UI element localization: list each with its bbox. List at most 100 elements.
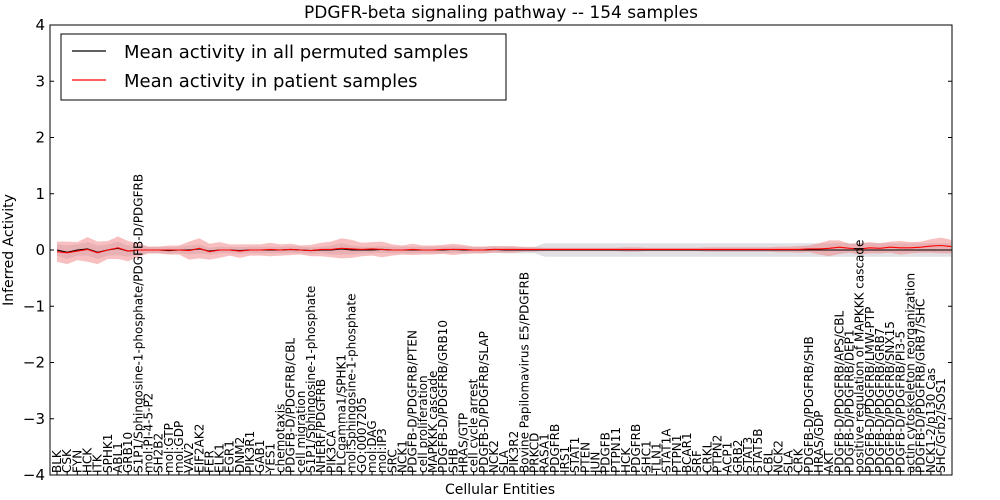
x-tick-label: CSK [60,448,74,473]
x-tick-label: GRB2 [731,439,745,473]
x-tick-label: PDGFB-D/PDGFRB/GRB7 [873,328,887,473]
x-tick-label: cell migration [294,391,308,473]
x-tick-label: FER [202,450,216,473]
x-axis-label: Cellular Entities [445,482,555,498]
x-tick-label: BLK [50,449,64,473]
legend: Mean activity in all permuted samples Me… [60,33,507,101]
x-tick-label: PTPN11 [609,427,623,473]
x-tick-label: PDGFB-D/PDGFRB/SHB [802,336,816,473]
x-tick-label: ACP1 [721,442,735,473]
x-tick-label: mol:GDP [172,421,186,473]
x-tick-label: HCK [619,447,633,473]
x-tick-label: PDGFB-D/PDGFRB/GRB10 [436,320,450,473]
x-tick-label: NCK1-2/p130 Cas [924,368,938,473]
y-tick-label: 1 [35,185,45,203]
x-tick-label: VAV2 [182,442,196,473]
y-tick-label: −4 [23,466,45,484]
chart-title: PDGFR-beta signaling pathway -- 154 samp… [304,3,698,23]
x-tick-label: mol:PI-4-5-P2 [141,393,155,473]
x-tick-label: NCK1 [396,440,410,473]
y-tick-label: 4 [35,16,45,34]
x-tick-label: SHC1 [639,440,653,473]
x-tick-label: RASA1 [538,433,552,473]
x-tick-label: CBL [761,449,775,473]
x-tick-label: SLA [497,449,511,473]
x-tick-label: NHERF/PDGFRB [314,379,328,473]
x-tick-label: PDGFB [599,432,613,473]
x-tick-label: S1P1/Sphingosine-1-phosphate [304,286,318,473]
x-tick-label: PDGFRB [629,424,643,473]
x-tick-label: BCAR1 [680,432,694,473]
x-tick-label: MAPKKK cascade [426,371,440,473]
x-tick-label: AKT [822,450,836,473]
legend-label-patient: Mean activity in patient samples [124,71,418,92]
x-tick-label: SHB [446,448,460,473]
x-tick-label: PLCgamma1/SPHK1 [335,354,349,473]
x-tick-label: STAT3 [741,437,755,473]
x-tick-label: cell proliferation [416,375,430,473]
x-tick-label: STAT1A [660,428,674,473]
x-tick-label: ABL1 [111,442,125,473]
x-tick-label: PDGFB-D/PDGFRB/PTEN [406,330,420,473]
x-tick-label: STAT1 [568,437,582,473]
x-tick-label: ITK [91,453,105,473]
x-tick-label: SRF [690,450,704,473]
x-tick-label: mol:IP3 [375,428,389,473]
x-tick-label: IRS1 [558,446,572,473]
x-tick-label: CRK [792,447,806,473]
y-ticks: −4 −3 −2 −1 0 1 2 3 4 [23,16,952,484]
y-tick-label: 0 [35,241,45,259]
x-tick-label: PDGFB-D/PDGFRB/PI3-5 [893,331,907,473]
y-tick-label: −3 [23,410,45,428]
x-tick-label: NCK2 [487,440,501,473]
x-tick-label: PRKCD [528,433,542,473]
x-tick-label: EIF2AK2 [192,424,206,473]
x-tick-label: JUN [589,452,603,474]
x-tick-label: GRB10 [121,432,135,473]
x-tick-label: SHC/Grb2/SOS1 [934,378,948,473]
x-tick-label: TLN1 [650,442,664,474]
x-tick-label: SPHK1 [101,434,115,473]
x-tick-label: HCK [81,447,95,473]
x-tick-label: Bovine Papilomavirus E5/PDGFRB [517,272,531,473]
x-tick-label: GAB1 [253,440,267,473]
x-tick-label: SRC [385,449,399,473]
legend-label-permuted: Mean activity in all permuted samples [124,42,468,63]
x-tick-label: PDGFB-D/PDGFRB/DEP1 [843,329,857,473]
x-tick-label: PTPN2 [711,435,725,473]
x-tick-label: PDGFB-D/PDGFRB/SNX15 [883,321,897,473]
x-tick-label: EGR1 [223,440,237,473]
x-tick-label: HRAS/GDP [812,410,826,473]
x-tick-label: cell cycle arrest [467,378,481,473]
x-tick-label: PDGFB-D/PDGFRB/APS/CBL [832,310,846,473]
x-tick-label: PDGFB-D/PDGFRB/CBL [284,338,298,473]
x-tick-label: ELK1 [213,443,227,473]
x-tick-label: PDGFB-D/PDGFRB/LMW-PTP [863,307,877,473]
x-tick-label: SH2B2 [152,433,166,473]
x-tick-label: PTPN1 [670,435,684,473]
y-axis-label: Inferred Activity [1,194,17,306]
y-tick-label: −2 [23,354,45,372]
x-tick-label: PDGFRB [548,424,562,473]
x-tick-label: NCK2 [771,440,785,473]
y-tick-label: 2 [35,129,45,147]
x-tick-label: DNM2 [233,437,247,473]
x-tick-label: CRKL [700,441,714,473]
x-tick-label: GO:0007205 [355,397,369,473]
x-tick-label: positive regulation of MAPKKK cascade [853,240,867,473]
series-lines [56,244,952,254]
x-tick-label: HRAS/GTP [456,413,470,473]
x-tick-label: mol:GTP [162,423,176,473]
x-tick-label: actin cytoskeleton reorganization [904,273,918,473]
x-tick-labels: BLKCSKFYNHCKITKSPHK1ABL1GRB10S1P1/Sphing… [50,174,948,475]
x-tick-label: PTEN [578,442,592,473]
x-tick-label: S1P1/Sphingosine-1-phosphate/PDGFB-D/PDG… [131,174,145,473]
x-tick-label: mol:DAG [365,420,379,473]
x-tick-label: FYN [70,450,84,473]
x-tick-label: mol:Sphingosine-1-phosphate [345,294,359,474]
x-tick-label: PIK3R2 [507,431,521,473]
x-tick-label: SLA [782,449,796,473]
y-tick-label: 3 [35,72,45,90]
x-tick-label: STAT5B [751,429,765,474]
